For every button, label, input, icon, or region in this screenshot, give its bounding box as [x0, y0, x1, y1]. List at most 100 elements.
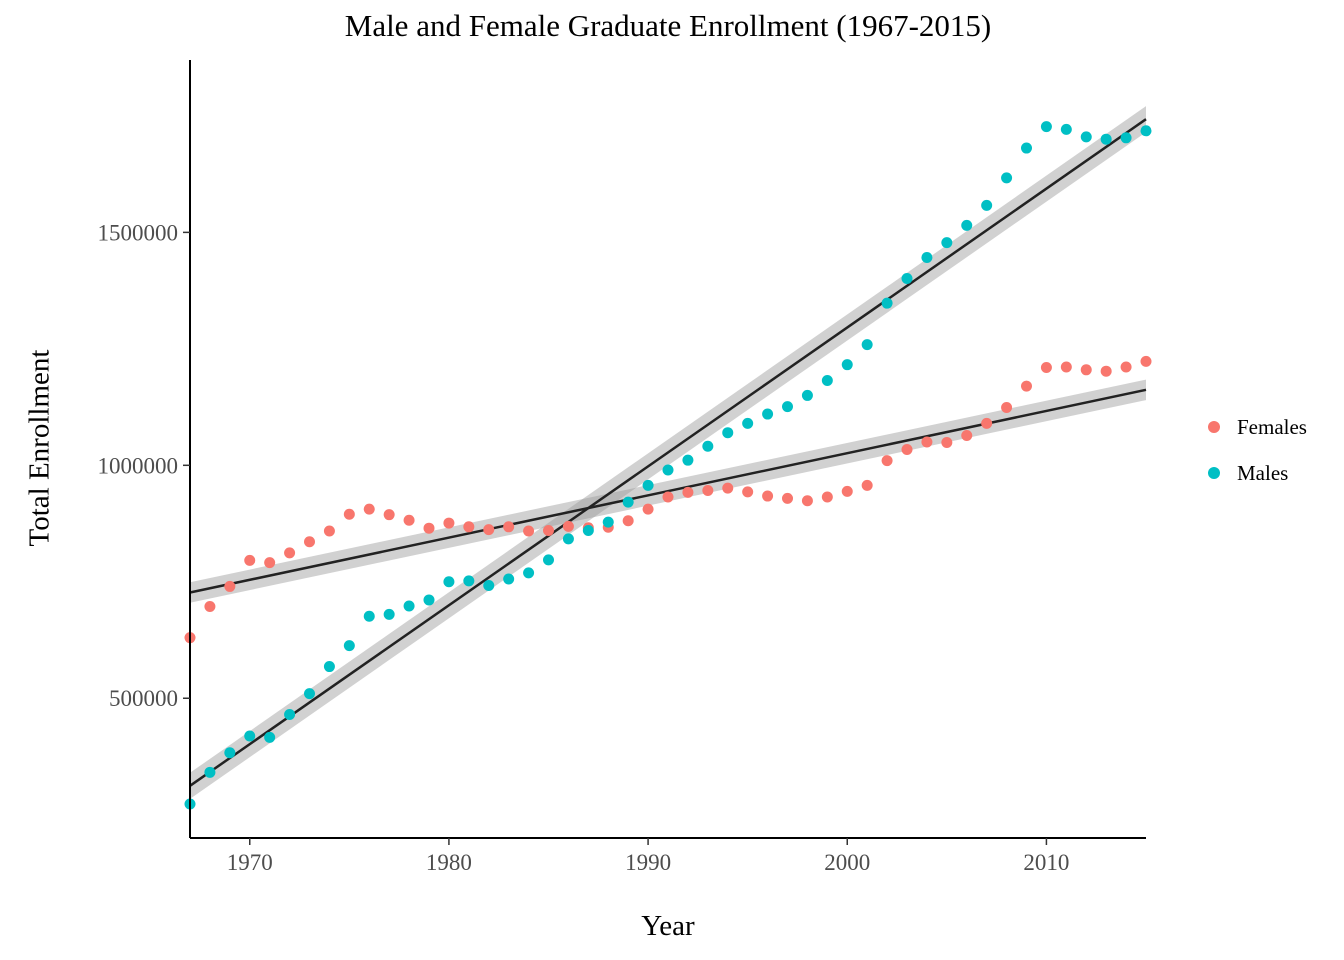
x-tick-label: 1990 [625, 850, 671, 875]
legend-key-females [1208, 421, 1220, 433]
x-tick-label: 1980 [426, 850, 472, 875]
point-males-2001 [861, 339, 873, 351]
point-females-2011 [1060, 361, 1072, 373]
point-females-1983 [503, 521, 515, 533]
point-females-1994 [722, 482, 734, 494]
point-females-2002 [881, 455, 893, 467]
point-males-1986 [562, 533, 574, 545]
point-males-1993 [702, 440, 714, 452]
point-males-2015 [1140, 125, 1152, 137]
legend-label-females: Females [1237, 415, 1307, 439]
point-males-1975 [343, 640, 355, 652]
point-females-1972 [284, 547, 296, 559]
point-females-1982 [483, 524, 495, 536]
axes: 1970 1980 1990 2000 2010 500000 1000000 1500000 [98, 60, 1146, 875]
point-males-1987 [582, 525, 594, 537]
point-males-1971 [264, 731, 276, 743]
trend-line-females [189, 388, 1147, 594]
point-males-1970 [244, 730, 256, 742]
point-females-1980 [443, 517, 455, 529]
point-females-1997 [782, 492, 793, 504]
point-females-1970 [244, 554, 256, 566]
legend: Females Males [1208, 415, 1307, 485]
point-males-2013 [1100, 133, 1112, 145]
point-males-2010 [1040, 121, 1052, 133]
point-females-1977 [383, 509, 395, 521]
point-females-2015 [1140, 355, 1152, 367]
point-males-1977 [383, 608, 395, 620]
point-females-2004 [921, 436, 933, 448]
legend-key-males [1208, 467, 1220, 479]
point-males-1988 [602, 516, 614, 528]
point-females-2003 [901, 443, 913, 455]
point-females-1991 [662, 491, 674, 503]
point-males-2003 [901, 272, 913, 284]
point-females-2007 [981, 417, 993, 429]
point-females-1973 [304, 536, 315, 548]
point-females-2012 [1080, 364, 1092, 376]
point-females-1992 [682, 486, 694, 498]
point-males-1985 [543, 554, 554, 566]
point-females-1993 [702, 484, 714, 496]
point-males-1990 [642, 479, 654, 491]
point-females-1979 [423, 522, 435, 534]
point-females-1969 [224, 580, 236, 592]
point-males-1980 [443, 576, 455, 588]
point-females-1975 [343, 508, 355, 520]
point-males-1992 [682, 454, 694, 466]
point-males-1969 [224, 747, 236, 759]
point-males-2008 [1001, 172, 1013, 184]
point-males-1982 [483, 579, 495, 591]
point-males-1989 [622, 496, 634, 508]
point-females-2014 [1120, 361, 1132, 373]
x-tick-label: 1970 [227, 850, 273, 875]
point-females-1986 [562, 520, 574, 532]
point-males-2004 [921, 252, 933, 264]
data-points [184, 121, 1152, 810]
point-males-1978 [403, 600, 415, 612]
chart-title: Male and Female Graduate Enrollment (196… [344, 8, 992, 43]
point-males-1997 [782, 401, 793, 413]
point-females-1989 [622, 515, 634, 527]
legend-label-males: Males [1237, 461, 1288, 485]
point-males-1973 [304, 688, 315, 700]
point-males-2007 [981, 199, 993, 211]
point-males-1994 [722, 427, 734, 439]
point-females-2010 [1040, 361, 1052, 373]
x-tick-label: 2000 [824, 850, 870, 875]
point-females-2008 [1001, 402, 1013, 414]
point-males-1976 [363, 610, 375, 622]
point-males-2009 [1021, 142, 1032, 154]
point-males-2014 [1120, 132, 1132, 144]
point-females-1971 [264, 557, 276, 569]
point-males-1998 [801, 389, 813, 401]
point-females-1978 [403, 514, 415, 526]
point-females-1995 [742, 486, 754, 498]
y-tick-label: 1000000 [98, 453, 179, 478]
point-females-2005 [941, 436, 953, 448]
point-males-2011 [1060, 123, 1072, 135]
point-females-1974 [323, 525, 335, 537]
y-tick-label: 1500000 [98, 220, 179, 245]
point-females-2001 [861, 479, 873, 491]
point-females-1981 [463, 521, 475, 533]
point-males-2005 [941, 237, 953, 249]
point-females-1996 [762, 490, 774, 502]
x-axis-title: Year [641, 910, 695, 942]
point-females-2000 [841, 485, 853, 497]
point-males-1995 [742, 417, 754, 429]
point-males-1979 [423, 594, 435, 606]
point-females-1968 [204, 600, 216, 612]
point-males-1974 [323, 661, 335, 673]
point-males-2012 [1080, 131, 1092, 143]
point-females-2013 [1100, 365, 1112, 377]
point-females-1976 [363, 503, 375, 515]
point-males-1991 [662, 464, 674, 476]
point-males-1984 [523, 567, 535, 579]
y-tick-label: 500000 [109, 686, 178, 711]
point-males-1983 [503, 573, 515, 585]
point-males-1999 [821, 375, 833, 387]
point-males-1996 [762, 408, 774, 420]
point-females-1985 [543, 525, 554, 537]
